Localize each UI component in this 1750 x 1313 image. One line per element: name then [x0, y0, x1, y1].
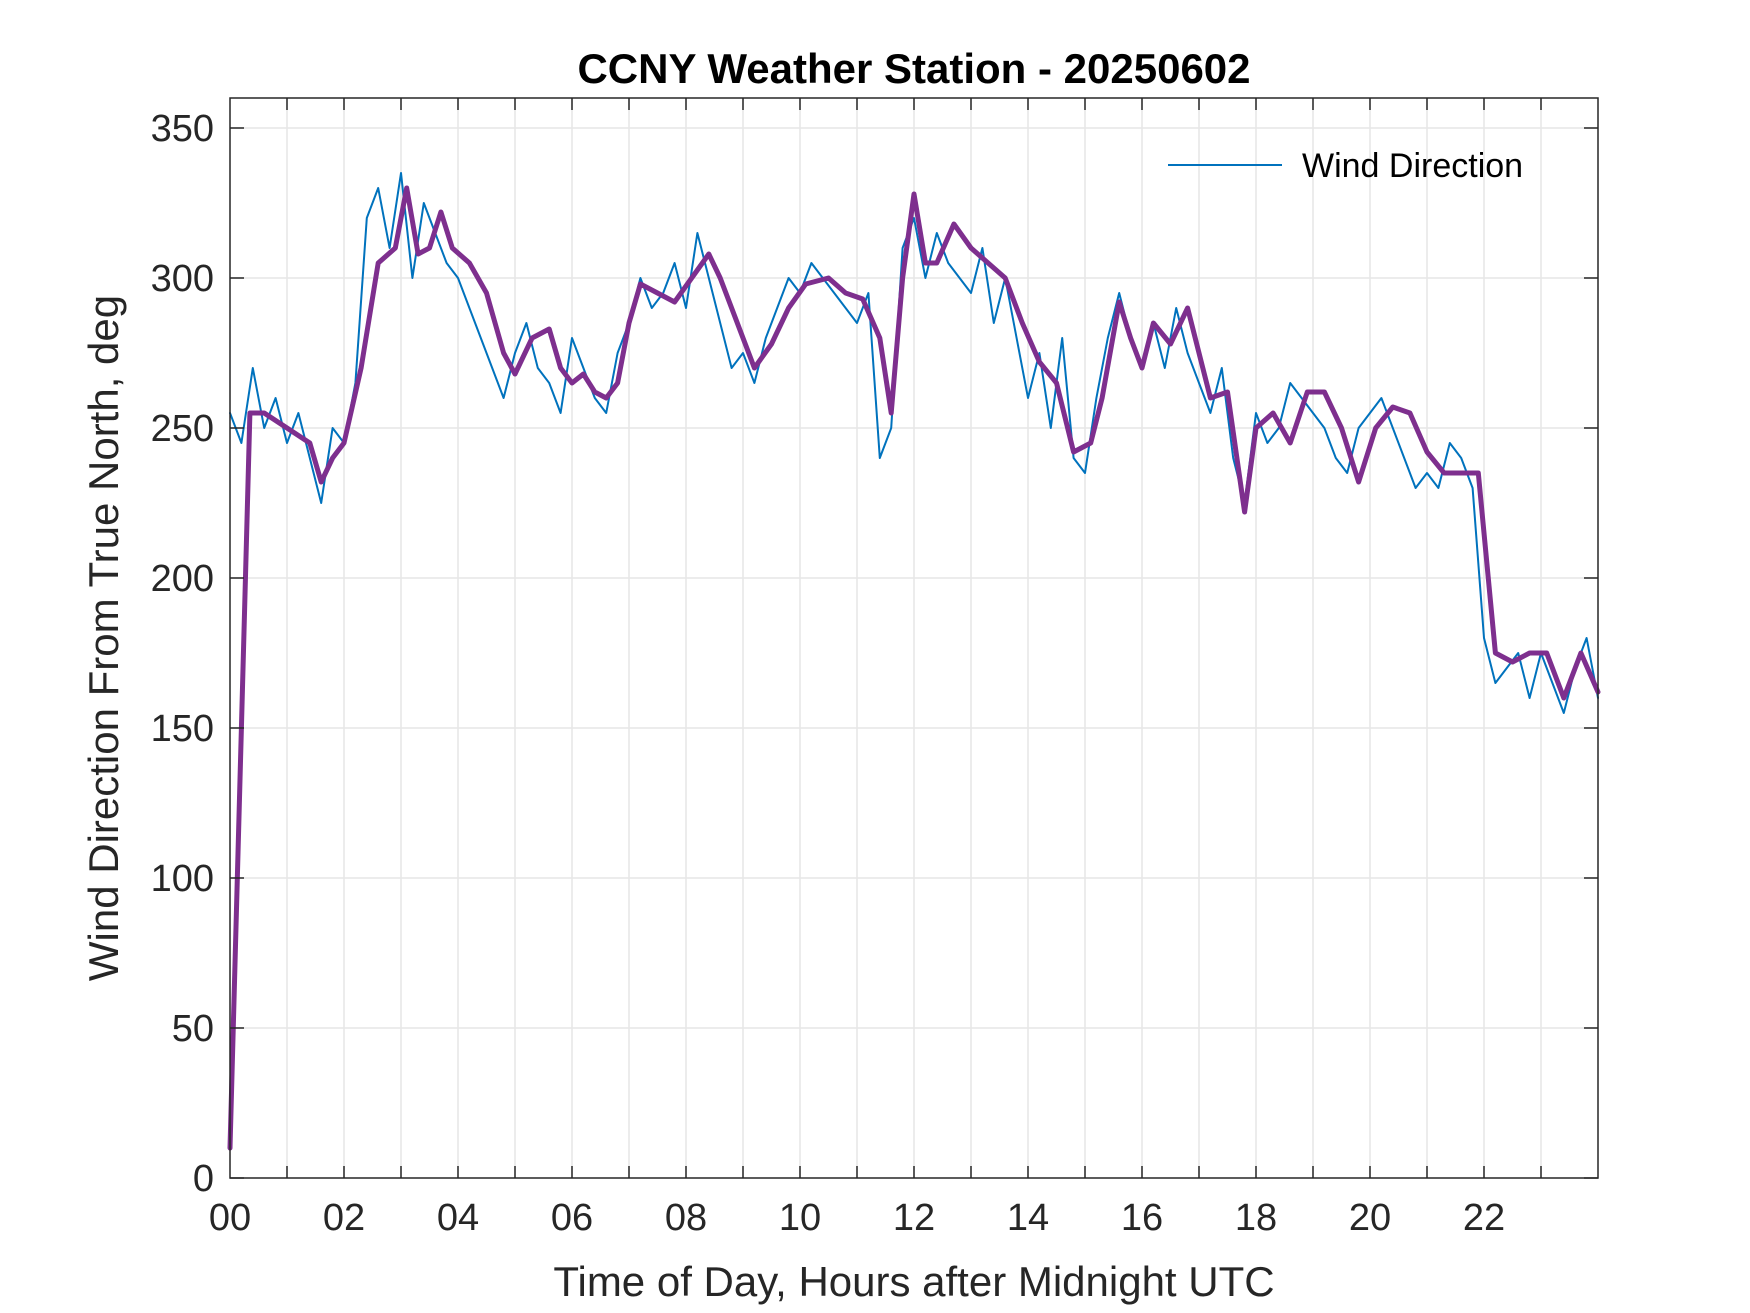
y-tick-label: 0: [193, 1158, 214, 1200]
x-tick-label: 08: [665, 1197, 707, 1239]
y-tick-label: 250: [151, 408, 214, 450]
chart-title: CCNY Weather Station - 20250602: [577, 45, 1250, 92]
x-tick-label: 16: [1121, 1197, 1163, 1239]
x-tick-label: 18: [1235, 1197, 1277, 1239]
x-tick-label: 06: [551, 1197, 593, 1239]
x-tick-label: 12: [893, 1197, 935, 1239]
x-tick-label: 20: [1349, 1197, 1391, 1239]
wind-direction-line: [229, 172, 1599, 714]
y-tick-label: 300: [151, 258, 214, 300]
y-tick-label: 50: [172, 1008, 214, 1050]
legend: Wind Direction: [1168, 147, 1523, 185]
axis-ticks: 00 02 04 06 08 10 12 14 16 18 20 22 0 50 100 150 200 250 3…: [151, 98, 1598, 1239]
x-axis-label: Time of Day, Hours after Midnight UTC: [553, 1258, 1274, 1305]
y-tick-label: 200: [151, 558, 214, 600]
x-tick-label: 10: [779, 1197, 821, 1239]
smoothed-line: [227, 185, 1601, 1151]
x-tick-label: 14: [1007, 1197, 1049, 1239]
y-tick-label: 150: [151, 708, 214, 750]
x-tick-label: 22: [1463, 1197, 1505, 1239]
y-tick-label: 350: [151, 108, 214, 150]
legend-label: Wind Direction: [1302, 147, 1523, 185]
y-tick-label: 100: [151, 858, 214, 900]
y-axis-label: Wind Direction From True North, deg: [80, 295, 127, 981]
x-tick-label: 04: [437, 1197, 479, 1239]
x-tick-label: 00: [209, 1197, 251, 1239]
grid-lines: [230, 98, 1598, 1178]
x-tick-label: 02: [323, 1197, 365, 1239]
plot-series: [227, 172, 1601, 1151]
